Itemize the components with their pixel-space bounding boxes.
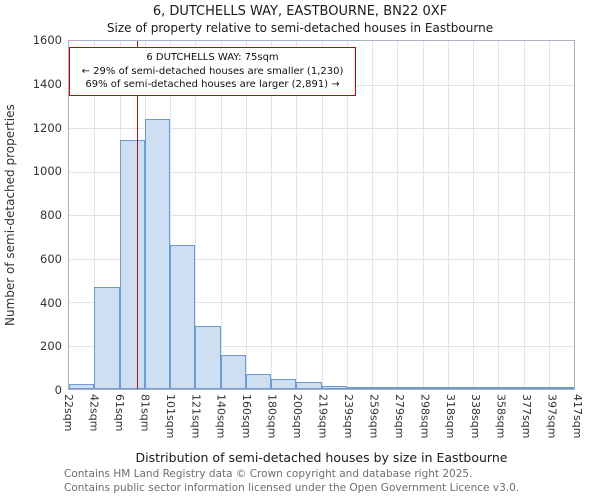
x-tick-label: 358sqm [494, 394, 508, 439]
x-axis-tick-labels: 22sqm 42sqm 61sqm 81sqm 101sqm 121sqm 140sqm 16… [62, 394, 584, 452]
gridline-vertical [170, 41, 171, 389]
y-tick-label: 800 [40, 208, 62, 222]
gridline-vertical [271, 41, 272, 389]
histogram-bar [498, 387, 524, 389]
x-tick-label: 42sqm [87, 394, 101, 432]
chart-subtitle: Size of property relative to semi-detach… [106, 21, 494, 35]
x-tick-label: 219sqm [316, 394, 330, 439]
footer: Contains HM Land Registry data © Crown c… [64, 468, 519, 495]
gridline-vertical [498, 41, 500, 389]
histogram-bar [69, 383, 95, 389]
y-axis-tick-labels: 0 200 400 600 800 1000 1200 1400 1600 [0, 33, 62, 397]
gridline-vertical [523, 41, 525, 389]
histogram-bar [245, 373, 271, 389]
annotation-box: 6 DUTCHELLS WAY: 75sqm ← 29% of semi-det… [69, 47, 356, 96]
x-tick-label: 81sqm [138, 394, 152, 432]
x-tick-label: 160sqm [240, 394, 254, 439]
gridline-vertical [372, 41, 373, 389]
x-tick-label: 61sqm [112, 394, 126, 432]
x-tick-label: 140sqm [214, 394, 228, 439]
histogram-bar [422, 387, 448, 389]
histogram-bar [397, 387, 423, 389]
x-tick-label: 377sqm [520, 394, 534, 439]
gridline-vertical [321, 41, 323, 389]
x-tick-label: 101sqm [163, 394, 177, 439]
property-size-marker-line [137, 41, 139, 389]
y-tick-label: 1000 [32, 164, 62, 179]
gridline-vertical [296, 41, 298, 389]
gridline-vertical [195, 41, 197, 389]
x-tick-label: 259sqm [367, 394, 381, 439]
gridline-vertical [245, 41, 247, 389]
gridline-vertical [346, 41, 348, 389]
histogram-bar [271, 379, 297, 389]
footer-line-1: Contains HM Land Registry data © Crown c… [64, 468, 473, 480]
histogram-bar [321, 385, 347, 389]
gridline-vertical [422, 41, 424, 389]
x-tick-label: 180sqm [265, 394, 279, 439]
gridline-vertical [220, 41, 222, 389]
annotation-property-line: 6 DUTCHELLS WAY: 75sqm [146, 52, 279, 63]
histogram-bar [447, 387, 473, 389]
x-tick-label: 298sqm [418, 394, 432, 439]
histogram-bar [94, 286, 120, 389]
chart-title: 6, DUTCHELLS WAY, EASTBOURNE, BN22 0XF [152, 4, 448, 19]
x-tick-label: 22sqm [62, 394, 75, 432]
plot-area [68, 40, 575, 390]
y-tick-label: 1200 [32, 120, 62, 135]
y-tick-label: 1600 [32, 33, 62, 47]
gridline-vertical [447, 41, 449, 389]
x-tick-label: 318sqm [443, 394, 457, 439]
x-tick-label: 200sqm [291, 394, 305, 439]
y-tick-label: 1400 [32, 76, 62, 91]
y-tick-label: 600 [40, 251, 62, 266]
histogram-bar [119, 139, 145, 389]
histogram-bar [346, 386, 372, 389]
histogram-bar [170, 245, 196, 389]
gridline-vertical [397, 41, 399, 389]
y-tick-label: 400 [40, 295, 62, 310]
gridline-vertical [548, 41, 550, 389]
x-tick-label: 338sqm [469, 394, 483, 439]
x-tick-label: 121sqm [189, 394, 203, 439]
footer-line-2: Contains public sector information licen… [64, 481, 520, 494]
gridline-vertical [473, 41, 474, 389]
x-tick-label: 417sqm [571, 394, 584, 439]
annotation-larger-line: 69% of semi-detached houses are larger (… [85, 79, 340, 90]
histogram-bar [473, 387, 499, 389]
y-tick-label: 0 [54, 383, 62, 397]
histogram-bar [195, 325, 221, 389]
x-tick-label: 397sqm [545, 394, 559, 439]
x-axis-title: Distribution of semi-detached houses by … [135, 450, 508, 465]
x-tick-label: 279sqm [392, 394, 406, 439]
histogram-bar [372, 387, 398, 389]
x-tick-label: 239sqm [341, 394, 355, 439]
y-tick-label: 200 [40, 339, 62, 354]
histogram-bar [296, 381, 322, 389]
histogram-bar [144, 119, 170, 389]
histogram-bar [523, 387, 549, 389]
histogram-bar [548, 387, 574, 389]
gridline-vertical [94, 41, 96, 389]
histogram-bar [220, 355, 246, 389]
annotation-smaller-line: ← 29% of semi-detached houses are smalle… [81, 65, 344, 77]
